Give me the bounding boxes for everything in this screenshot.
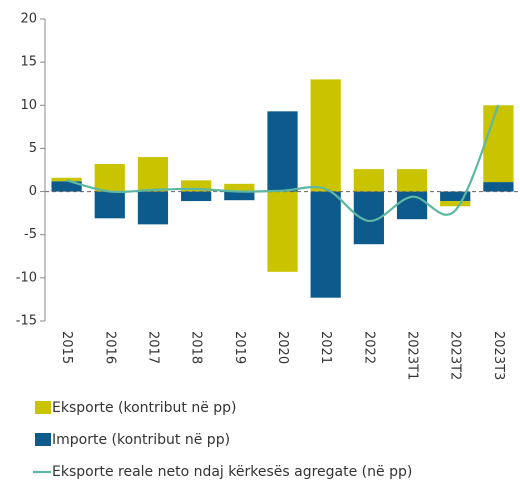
bar bbox=[94, 191, 125, 219]
bar bbox=[267, 111, 298, 192]
bar bbox=[440, 191, 471, 202]
legend: Eksporte (kontribut në pp) Importe (kontr… bbox=[33, 400, 412, 480]
legend-label: Eksporte reale neto ndaj kërkesës agrega… bbox=[52, 464, 412, 480]
bar bbox=[181, 191, 212, 202]
y-tick-label: -5 bbox=[24, 227, 37, 242]
bar bbox=[310, 79, 341, 192]
legend-swatch bbox=[35, 433, 51, 446]
bar bbox=[353, 169, 384, 192]
line bbox=[66, 104, 500, 223]
bar bbox=[396, 169, 428, 192]
bar bbox=[267, 191, 298, 272]
bar bbox=[483, 182, 514, 192]
bar bbox=[51, 181, 82, 192]
bar bbox=[51, 177, 82, 182]
x-tick-label: 2023T3 bbox=[491, 331, 506, 380]
x-tick-label: 2023T1 bbox=[405, 331, 420, 380]
y-tick-label: 15 bbox=[20, 55, 37, 70]
x-tick-label: 2021 bbox=[318, 331, 333, 364]
x-tick-label: 2016 bbox=[102, 331, 117, 364]
x-tick-label: 2022 bbox=[361, 331, 376, 364]
x-tick-label: 2015 bbox=[59, 331, 74, 364]
x-tick-label: 2020 bbox=[275, 331, 290, 364]
bar bbox=[137, 157, 169, 192]
x-tick-label: 2019 bbox=[232, 331, 247, 364]
plot-area: -15 -10 -5 0 5 10 15 20 2015 2016 2017 2018 2019 2020… bbox=[16, 12, 520, 380]
legend-label: Importe (kontribut në pp) bbox=[52, 432, 230, 448]
bar bbox=[310, 191, 341, 298]
bar bbox=[224, 183, 255, 192]
bar bbox=[224, 191, 255, 201]
bar bbox=[483, 105, 514, 183]
y-tick-label: 20 bbox=[20, 12, 37, 27]
bar bbox=[137, 191, 169, 225]
x-tick-label: 2023T2 bbox=[448, 331, 463, 380]
y-tick-label: -15 bbox=[16, 314, 37, 329]
bar bbox=[94, 163, 125, 192]
bar bbox=[181, 180, 212, 192]
y-tick-label: 5 bbox=[29, 141, 37, 156]
x-tick-label: 2018 bbox=[189, 331, 204, 364]
x-tick-label: 2017 bbox=[145, 331, 160, 364]
legend-label: Eksporte (kontribut në pp) bbox=[52, 400, 237, 416]
y-tick-label: 0 bbox=[29, 184, 37, 199]
y-tick-label: -10 bbox=[16, 270, 37, 285]
legend-swatch bbox=[35, 401, 51, 414]
bar bbox=[440, 201, 471, 207]
y-tick-label: 10 bbox=[20, 98, 37, 113]
